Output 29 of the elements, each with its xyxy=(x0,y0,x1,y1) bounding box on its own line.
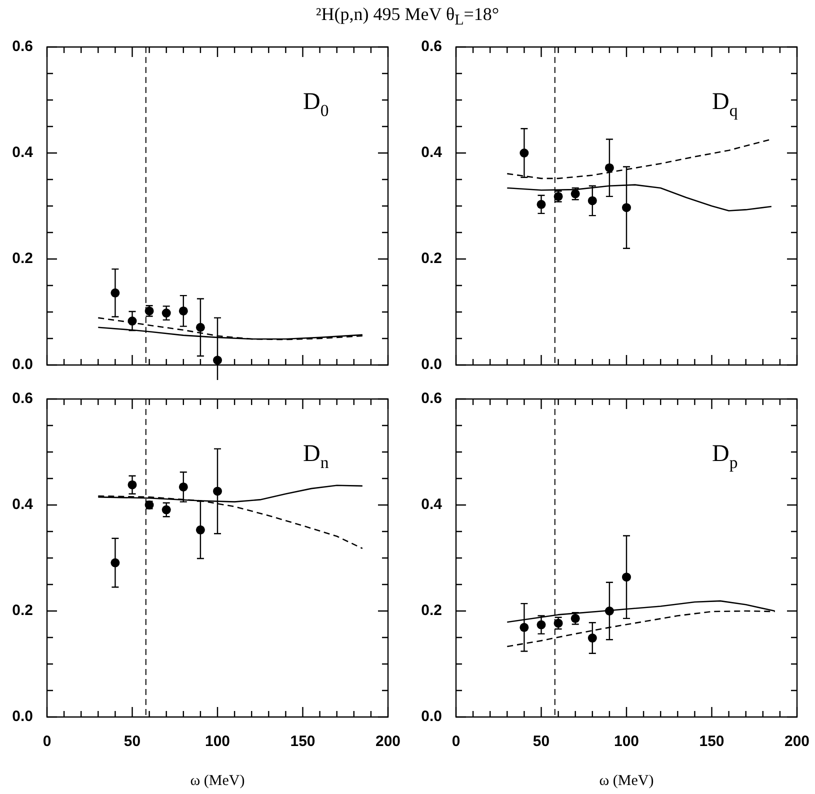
y-tick-label: 0.2 xyxy=(12,250,33,268)
x-tick-label: 200 xyxy=(784,733,810,750)
x-tick-label: 50 xyxy=(124,733,141,750)
y-tick-label: 0.0 xyxy=(12,356,33,374)
y-tick-label: 0.2 xyxy=(12,602,33,620)
y-tick-label: 0.2 xyxy=(421,250,442,268)
y-tick-label: 0.6 xyxy=(12,38,33,56)
x-tick-label: 0 xyxy=(42,733,52,750)
x-tick-label: 150 xyxy=(290,733,316,750)
chart-title: ²H(p,n) 495 MeV θ$_{L}$=18° xyxy=(314,4,500,30)
x-axis-title: ω (MeV) xyxy=(190,772,245,789)
x-tick-label: 200 xyxy=(375,733,401,750)
y-tick-label: 0.4 xyxy=(421,144,443,162)
x-tick-label: 100 xyxy=(614,733,640,750)
y-tick-label: 0.6 xyxy=(421,38,442,56)
y-tick-label: 0.4 xyxy=(12,496,34,514)
y-tick-label: 0.0 xyxy=(12,708,33,726)
x-tick-label: 50 xyxy=(532,733,550,750)
y-tick-label: 0.4 xyxy=(12,144,34,162)
y-tick-label: 0.6 xyxy=(12,390,33,408)
x-axis-title: ω (MeV) xyxy=(599,772,654,789)
y-tick-label: 0.2 xyxy=(421,602,442,620)
y-tick-label: 0.0 xyxy=(421,356,442,374)
y-tick-label: 0.4 xyxy=(421,496,443,514)
x-tick-label: 0 xyxy=(452,733,460,750)
x-tick-label: 150 xyxy=(699,733,724,750)
x-tick-label: 100 xyxy=(204,733,230,750)
y-tick-label: 0.0 xyxy=(421,708,442,726)
y-tick-label: 0.6 xyxy=(421,390,442,408)
